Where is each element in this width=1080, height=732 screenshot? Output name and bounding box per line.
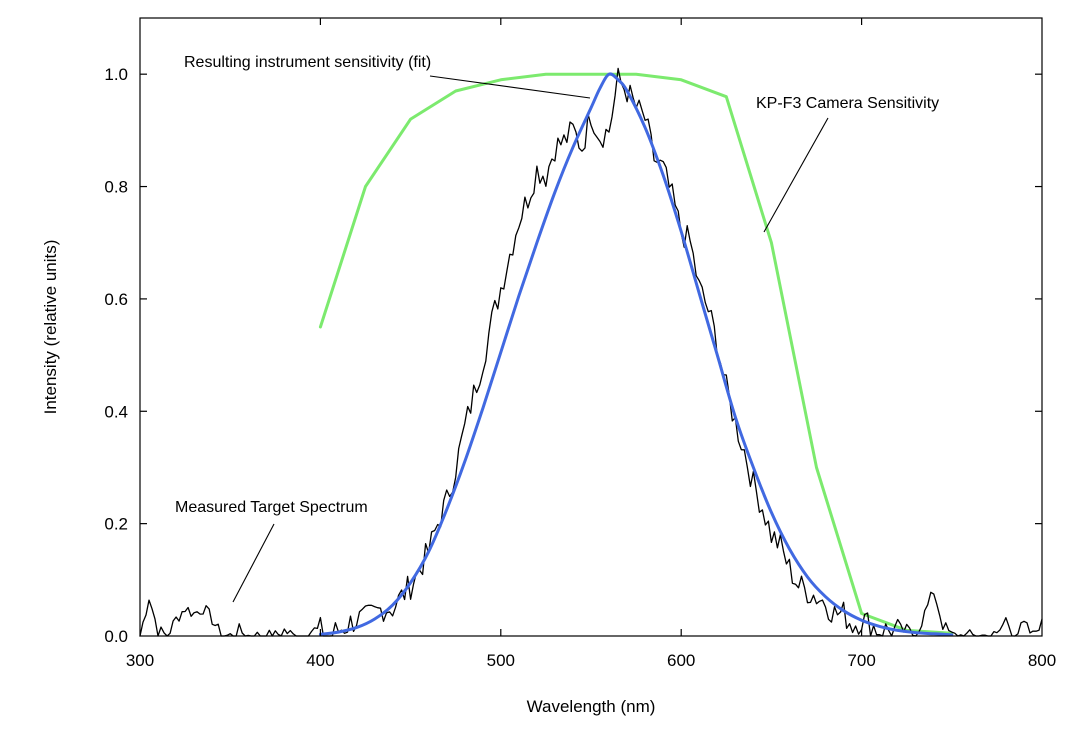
y-tick-label: 0.6 xyxy=(104,290,128,309)
y-tick-label: 1.0 xyxy=(104,65,128,84)
y-tick-label: 0.8 xyxy=(104,178,128,197)
x-axis-title: Wavelength (nm) xyxy=(527,697,656,716)
series-line-measured-target-spectrum xyxy=(139,67,1043,637)
y-axis-title: Intensity (relative units) xyxy=(41,240,60,415)
y-tick-label: 0.0 xyxy=(104,627,128,646)
x-tick-label: 700 xyxy=(847,651,875,670)
series-layer xyxy=(139,67,1043,637)
series-line-resulting-instrument-sensitivity-fit xyxy=(318,72,954,637)
annotation-leader-line xyxy=(232,523,275,603)
y-tick-label: 0.2 xyxy=(104,515,128,534)
axes-layer: 300 400 500 600 700 800 0.0 0.2 0.4 0.6 0.8 1.0 xyxy=(104,18,1056,670)
x-tick-label: 300 xyxy=(126,651,154,670)
x-tick-label: 400 xyxy=(306,651,334,670)
annotation-label: Resulting instrument sensitivity (fit) xyxy=(184,54,431,71)
series-line-kp-f3-camera-sensitivity xyxy=(318,72,954,635)
annotation-layer: Resulting instrument sensitivity (fit) KP… xyxy=(175,54,939,603)
x-tick-label: 600 xyxy=(667,651,695,670)
x-tick-label: 500 xyxy=(487,651,515,670)
annotation-leader-line xyxy=(763,117,829,233)
y-tick-label: 0.4 xyxy=(104,402,128,421)
plot-frame xyxy=(139,17,1043,637)
annotation-leader-line xyxy=(429,75,591,99)
x-tick-label: 800 xyxy=(1028,651,1056,670)
annotation-label: Measured Target Spectrum xyxy=(175,499,368,516)
annotation-label: KP-F3 Camera Sensitivity xyxy=(756,95,939,112)
